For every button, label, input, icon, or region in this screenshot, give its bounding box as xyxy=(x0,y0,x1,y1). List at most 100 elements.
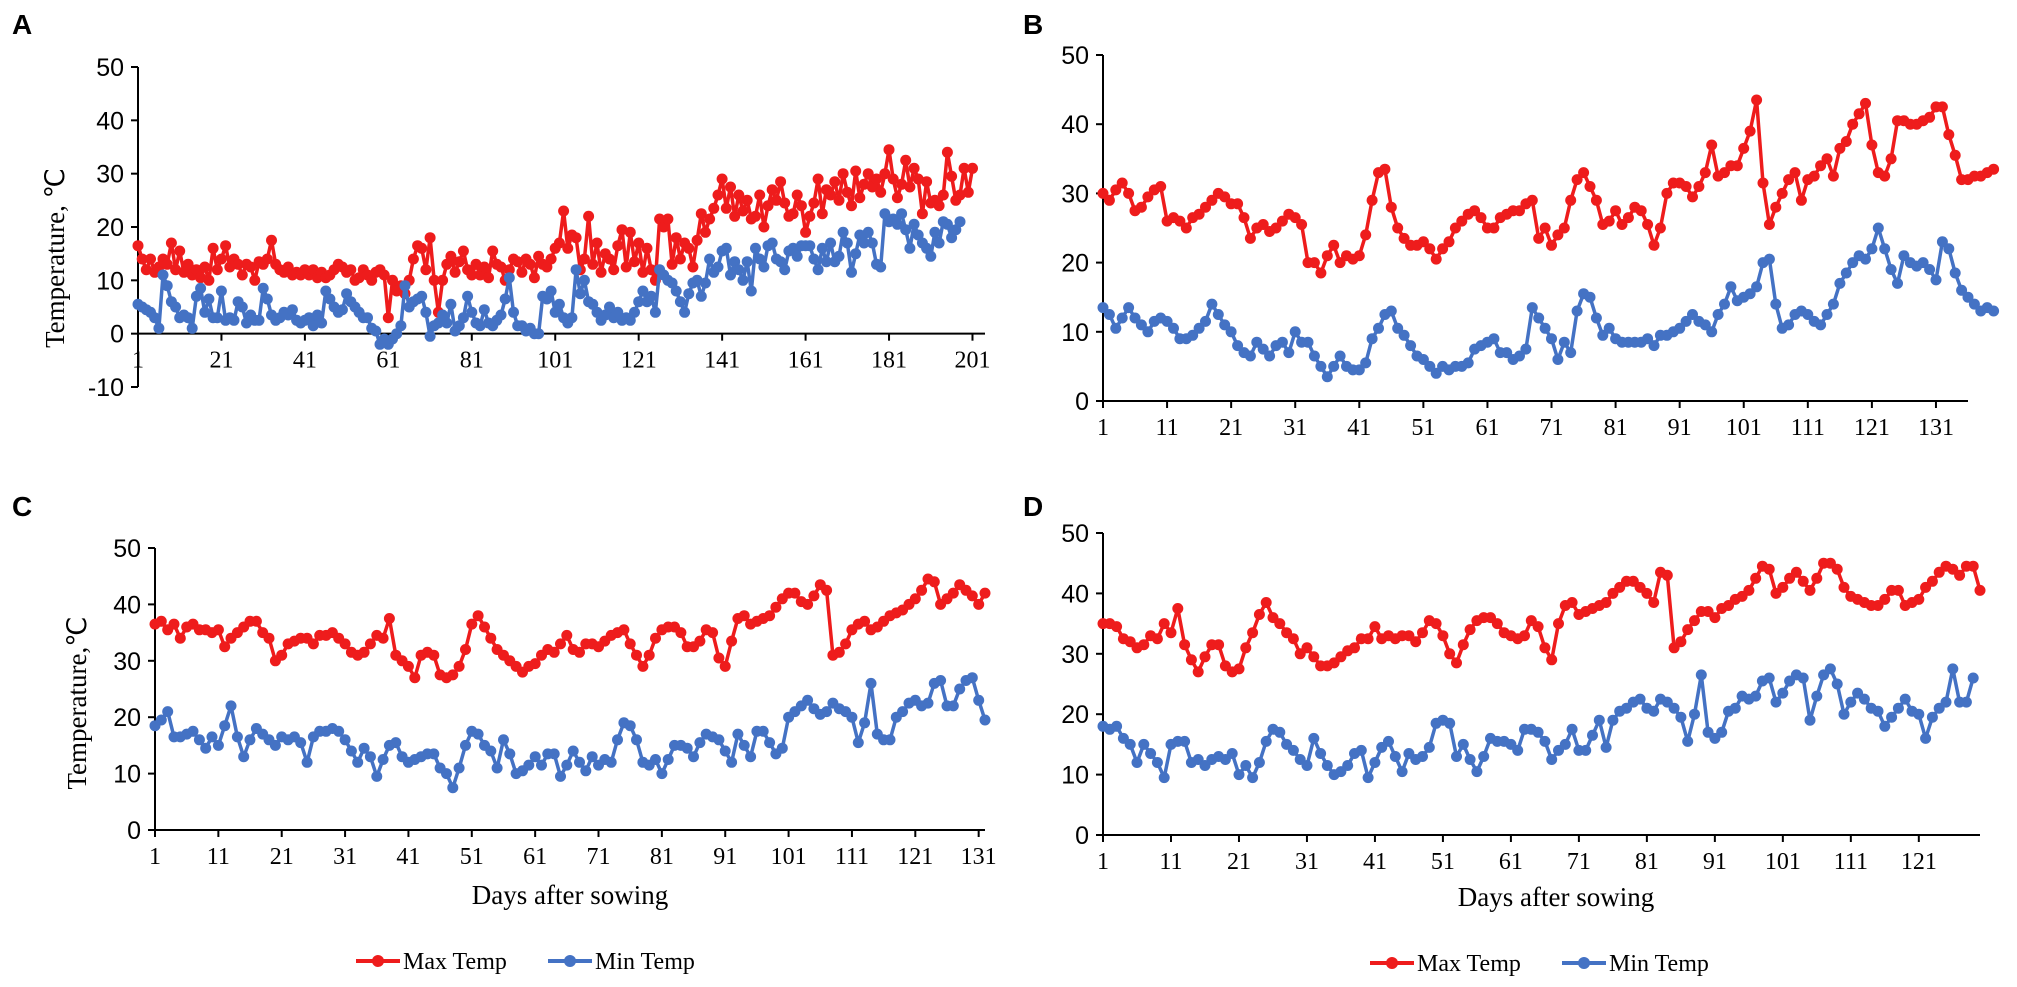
panel-d-max-temp-point xyxy=(1192,666,1204,678)
panel-b-max-temp-point xyxy=(1135,201,1147,213)
panel-b-y-tick-label: 20 xyxy=(1061,250,1089,278)
panel-a-min-temp-point xyxy=(445,298,457,310)
panel-b-min-temp-point xyxy=(1462,357,1474,369)
panel-d-min-temp-point xyxy=(1158,772,1170,784)
panel-b-min-temp-point xyxy=(1360,357,1372,369)
panel-b-max-temp-point xyxy=(1757,177,1769,189)
panel-a-max-temp-point xyxy=(558,205,570,217)
panel-b-min-temp-point xyxy=(1123,302,1135,314)
panel-d-max-temp-point xyxy=(1797,575,1809,587)
panel-b-min-temp-point xyxy=(1353,364,1365,376)
panel-d-max-temp-point xyxy=(1417,627,1428,639)
panel-a-y-tick-label: -10 xyxy=(88,374,124,402)
panel-c-min-temp-point xyxy=(662,754,674,765)
panel-c-min-temp-point xyxy=(231,731,243,743)
panel-b-min-temp-point xyxy=(1392,322,1404,334)
panel-d-min-temp-point xyxy=(1253,757,1265,768)
panel-d-min-temp-point xyxy=(1634,693,1646,705)
panel-a-y-tick-label: 10 xyxy=(96,267,124,295)
panel-b-min-temp-point xyxy=(1770,298,1782,310)
panel-a-max-temp-point xyxy=(195,272,207,284)
panel-d-min-temp-point xyxy=(1471,766,1483,778)
panel-b-min-temp-point xyxy=(1257,343,1269,355)
panel-d-min-temp-point xyxy=(1145,748,1157,759)
panel-c-max-temp-point xyxy=(466,618,478,630)
panel-b-max-temp-point xyxy=(1174,215,1186,227)
panel-c-min-temp-point xyxy=(973,694,985,706)
panel-b-max-temp-point xyxy=(1526,194,1538,206)
panel-a-min-temp-point xyxy=(741,256,753,268)
panel-a-min-temp-point xyxy=(791,250,803,262)
panel-c-min-temp-point xyxy=(529,751,541,763)
panel-b-max-temp-point xyxy=(1699,167,1711,179)
panel-a-max-temp-point xyxy=(503,264,515,276)
panel-a-min-temp-point xyxy=(416,290,428,302)
panel-a-min-temp-point xyxy=(508,306,519,318)
panel-b-min-temp-point xyxy=(1219,319,1231,331)
panel-a-min-temp-point xyxy=(457,312,469,324)
panel-a-max-temp-point xyxy=(795,200,807,212)
panel-c-max-temp-point xyxy=(460,644,471,655)
panel-c-max-temp-point xyxy=(276,649,288,661)
panel-c-x-tick-label: 41 xyxy=(396,844,420,870)
panel-a-max-temp-point xyxy=(245,261,257,273)
panel-c-min-temp-point xyxy=(460,739,471,751)
panel-a-max-temp-point xyxy=(916,208,928,220)
panel-a-min-temp-point xyxy=(182,312,194,324)
panel-d-min-temp-point xyxy=(1532,726,1544,738)
panel-a-max-temp-point xyxy=(850,165,862,177)
panel-c-max-temp-point xyxy=(719,660,731,672)
panel-b-max-temp-point xyxy=(1680,181,1692,192)
panel-b-max-temp-point xyxy=(1776,187,1788,199)
panel-d-y-tick-label: 0 xyxy=(1075,822,1089,850)
panel-d-min-temp-point xyxy=(1179,735,1191,747)
panel-d-max-temp-point xyxy=(1974,584,1986,596)
panel-d-min-temp-point xyxy=(1797,672,1809,684)
panel-a-max-temp-point xyxy=(382,312,394,324)
panel-a-x-tick-label: 21 xyxy=(209,348,233,374)
legend-max-entry: Max Temp xyxy=(356,949,507,975)
panel-a-min-temp-point xyxy=(808,253,820,265)
panel-a-max-temp-point xyxy=(662,213,674,225)
panel-b-x-tick-label: 121 xyxy=(1854,415,1890,441)
panel-d-min-temp-point xyxy=(1926,711,1938,723)
panel-a-max-temp-point xyxy=(829,176,841,188)
panel-a-max-temp-point xyxy=(883,144,895,156)
panel-b-max-temp-point xyxy=(1308,257,1320,269)
panel-d-max-temp-point xyxy=(1349,642,1360,654)
panel-c-min-temp-point xyxy=(966,672,978,684)
panel-b-max-temp-point xyxy=(1789,167,1801,179)
panel-c-x-tick-label: 61 xyxy=(523,844,547,870)
panel-d-max-temp-point xyxy=(1437,630,1449,642)
panel-c-min-temp-point xyxy=(187,725,199,737)
panel-b-min-temp-point xyxy=(1206,298,1218,310)
panel-a-max-temp-point xyxy=(770,194,782,206)
panel-d-max-temp-point xyxy=(1811,572,1823,584)
panel-a-max-temp-point xyxy=(516,266,528,278)
panel-a-max-temp-point xyxy=(378,269,390,281)
panel-a-max-temp-point xyxy=(132,240,144,252)
panel-c-max-temp-point xyxy=(808,590,820,602)
panel-a-max-temp-point xyxy=(583,210,595,222)
legend-min-marker xyxy=(564,955,576,967)
panel-c-max-temp-point xyxy=(250,615,262,627)
panel-b-min-temp-point xyxy=(1699,319,1711,331)
legend-min-label: Min Temp xyxy=(1609,951,1709,977)
panel-b-max-temp-point xyxy=(1763,219,1775,230)
panel-c-max-temp-point xyxy=(377,632,389,644)
panel-b-min-temp-point xyxy=(1687,309,1698,320)
panel-d-max-temp-point xyxy=(1260,597,1272,608)
panel-d-y-tick-label: 10 xyxy=(1061,762,1089,790)
panel-a-min-temp-point xyxy=(683,288,695,300)
panel-d-max-temp-point xyxy=(1240,642,1252,654)
panel-b-max-temp-point xyxy=(1097,187,1109,199)
panel-b-max-temp-point xyxy=(1866,139,1878,151)
panel-a-max-temp-point xyxy=(750,210,761,222)
panel-c-min-temp-point xyxy=(574,756,585,768)
panel-d-max-temp-point xyxy=(1287,633,1299,645)
panel-d-min-temp-point xyxy=(1967,672,1979,684)
panel-b-min-temp-point xyxy=(1168,322,1179,334)
panel-d-min-temp-point xyxy=(1559,738,1571,750)
panel-b-max-temp-point xyxy=(1648,239,1660,251)
